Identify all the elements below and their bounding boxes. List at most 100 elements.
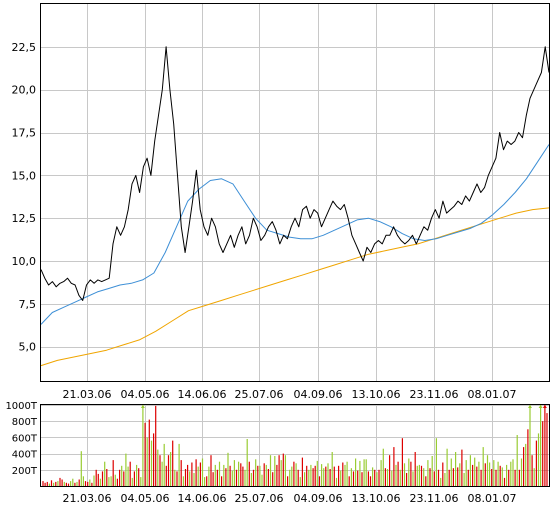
volume-bar bbox=[221, 476, 223, 486]
volume-bar bbox=[437, 469, 440, 486]
volume-bar bbox=[182, 476, 184, 486]
volume-bar bbox=[493, 460, 495, 486]
volume-bar bbox=[46, 481, 48, 486]
main-x-tick-label: 25.07.06 bbox=[235, 388, 284, 401]
series-line-ma-short bbox=[40, 144, 550, 325]
volume-bar bbox=[289, 469, 291, 486]
volume-bar bbox=[180, 460, 182, 486]
volume-bar bbox=[440, 477, 442, 486]
volume-bar bbox=[301, 457, 303, 486]
volume-bar bbox=[197, 466, 199, 486]
volume-bar bbox=[97, 473, 99, 486]
volume-bar bbox=[184, 469, 187, 486]
volume-bar bbox=[150, 440, 153, 486]
volume-bar bbox=[74, 482, 76, 486]
volume-bar bbox=[380, 460, 382, 486]
volume-bar bbox=[210, 455, 212, 486]
volume-bar bbox=[372, 467, 374, 486]
volume-x-tick-label: 04.05.06 bbox=[121, 492, 170, 505]
volume-bar bbox=[223, 464, 225, 486]
volume-bar bbox=[84, 481, 87, 486]
volume-bar bbox=[235, 469, 238, 486]
main-x-tick-label: 23.11.06 bbox=[410, 388, 459, 401]
main-series bbox=[40, 46, 550, 367]
volume-bar bbox=[195, 459, 197, 486]
volume-bar bbox=[165, 465, 167, 487]
volume-bar bbox=[321, 464, 323, 486]
volume-bar bbox=[299, 477, 301, 486]
volume-bar bbox=[267, 469, 269, 486]
volume-bar bbox=[318, 476, 321, 486]
volume-bar bbox=[540, 405, 542, 486]
volume-bar bbox=[172, 440, 174, 486]
volume-bar bbox=[331, 452, 333, 486]
volume-bar bbox=[50, 480, 53, 486]
volume-bar bbox=[65, 482, 67, 486]
volume-bar bbox=[503, 477, 506, 486]
volume-bar bbox=[212, 472, 214, 486]
volume-bar bbox=[116, 478, 118, 486]
volume-bar bbox=[533, 468, 535, 486]
volume-bar bbox=[123, 471, 125, 486]
volume-bar bbox=[106, 469, 108, 486]
main-x-tick-label: 04.09.06 bbox=[294, 388, 343, 401]
volume-bar bbox=[187, 464, 189, 486]
volume-bar bbox=[99, 478, 101, 486]
volume-bar bbox=[238, 461, 240, 486]
volume-bar bbox=[401, 438, 403, 486]
volume-bar bbox=[310, 464, 312, 486]
volume-bar bbox=[378, 469, 380, 486]
volume-bar bbox=[482, 447, 484, 486]
volume-bars bbox=[42, 405, 548, 487]
volume-bar bbox=[429, 468, 431, 486]
volume-bar bbox=[306, 465, 308, 487]
volume-bar bbox=[508, 469, 510, 486]
volume-bar bbox=[70, 481, 72, 486]
volume-bar bbox=[427, 460, 429, 486]
volume-bar bbox=[308, 469, 310, 486]
volume-bar bbox=[246, 439, 248, 486]
volume-bar bbox=[420, 465, 423, 487]
volume-bar bbox=[276, 464, 278, 486]
volume-bar bbox=[121, 465, 123, 487]
volume-bar bbox=[403, 463, 406, 486]
volume-bar bbox=[206, 476, 208, 486]
volume-bar bbox=[93, 475, 95, 486]
volume-bar bbox=[391, 470, 393, 486]
volume-bar bbox=[61, 479, 63, 486]
volume-bar bbox=[193, 473, 195, 486]
volume-bar bbox=[78, 479, 80, 486]
volume-bar bbox=[138, 468, 140, 486]
volume-bar bbox=[127, 466, 129, 486]
volume-bar bbox=[278, 455, 280, 486]
volume-bar bbox=[455, 452, 457, 486]
volume-bar bbox=[144, 422, 146, 486]
main-y-tick-label: 17,5 bbox=[12, 127, 37, 140]
volume-bar bbox=[284, 455, 286, 486]
volume-bar bbox=[44, 482, 46, 486]
volume-bar bbox=[216, 469, 218, 486]
volume-bar bbox=[535, 440, 537, 486]
volume-bar bbox=[457, 467, 459, 486]
volume-x-tick-label: 21.03.06 bbox=[63, 492, 112, 505]
volume-bar bbox=[208, 466, 210, 486]
volume-y-tick-labels: 200T 400T 600T 800T 1000T bbox=[5, 401, 37, 477]
volume-bar bbox=[280, 460, 282, 486]
volume-bar bbox=[486, 455, 489, 486]
volume-bar bbox=[231, 470, 233, 486]
volume-bar bbox=[214, 464, 216, 486]
volume-bar bbox=[178, 443, 180, 486]
volume-bar bbox=[114, 474, 116, 486]
volume-bar bbox=[406, 473, 408, 486]
volume-bar bbox=[261, 474, 263, 486]
volume-bar bbox=[225, 468, 227, 486]
volume-x-tick-label: 04.09.06 bbox=[294, 492, 343, 505]
volume-bar bbox=[418, 464, 420, 486]
volume-x-tick-label: 08.01.07 bbox=[468, 492, 517, 505]
volume-bar bbox=[312, 468, 314, 486]
volume-bar bbox=[63, 481, 65, 486]
volume-bar bbox=[469, 455, 471, 486]
volume-bar bbox=[461, 449, 463, 486]
volume-bar bbox=[129, 461, 131, 486]
